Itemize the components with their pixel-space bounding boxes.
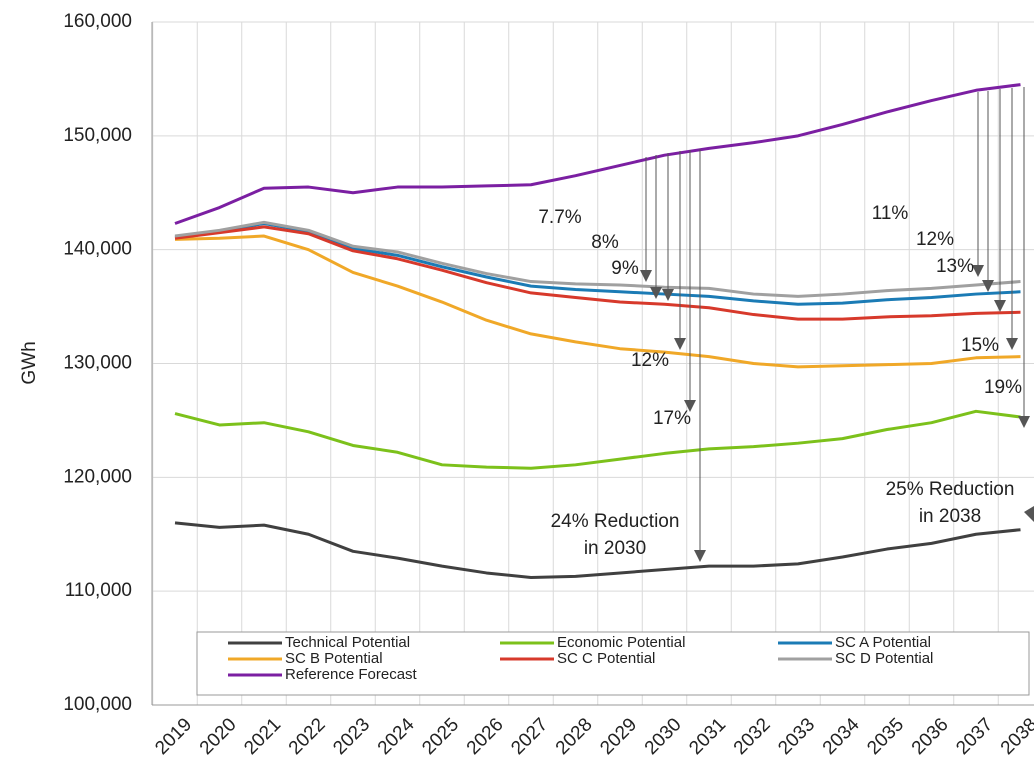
x-tick-label: 2026 <box>463 714 508 759</box>
x-tick-label: 2030 <box>641 714 686 759</box>
x-tick-label: 2025 <box>418 714 463 759</box>
annotation: 8% <box>591 232 619 253</box>
series-line <box>174 225 1021 321</box>
x-tick-label: 2019 <box>151 714 196 759</box>
arrow-head <box>674 338 686 350</box>
x-tick-label: 2020 <box>196 714 241 759</box>
arrow-head <box>1024 506 1034 522</box>
annotation: 19% <box>984 377 1022 398</box>
y-axis-label: GWh <box>19 341 40 384</box>
annotation: in 2030 <box>584 538 646 559</box>
y-tick-label: 140,000 <box>63 239 132 260</box>
y-tick-label: 160,000 <box>63 11 132 32</box>
arrow-head <box>1006 338 1018 350</box>
legend-label: SC D Potential <box>835 650 933 667</box>
y-tick-label: 130,000 <box>63 353 132 374</box>
annotation: 7.7% <box>538 207 581 228</box>
annotation: 12% <box>916 229 954 250</box>
annotation: in 2038 <box>919 506 981 527</box>
arrow-head <box>650 287 662 299</box>
y-tick-label: 110,000 <box>65 580 132 601</box>
annotation: 12% <box>631 350 669 371</box>
annotation: 11% <box>872 203 909 224</box>
x-tick-label: 2037 <box>952 714 997 759</box>
x-tick-label: 2032 <box>730 714 775 759</box>
annotation: 25% Reduction <box>886 479 1015 500</box>
legend-label: SC A Potential <box>835 634 931 651</box>
x-tick-label: 2036 <box>908 714 953 759</box>
legend-label: SC B Potential <box>285 650 383 667</box>
annotation: 24% Reduction <box>551 511 680 532</box>
x-tick-label: 2029 <box>596 714 641 759</box>
x-tick-label: 2034 <box>819 714 864 759</box>
x-tick-label: 2024 <box>374 714 419 759</box>
x-tick-label: 2021 <box>240 714 285 759</box>
arrow-head <box>982 280 994 292</box>
x-tick-label: 2028 <box>552 714 597 759</box>
y-tick-label: 150,000 <box>63 125 132 146</box>
x-tick-label: 2031 <box>685 714 730 759</box>
arrow-head <box>694 550 706 562</box>
legend <box>196 631 1030 696</box>
series-line <box>174 234 1021 369</box>
x-tick-label: 2035 <box>863 714 908 759</box>
series-line <box>174 220 1021 298</box>
legend-label: Economic Potential <box>557 634 685 651</box>
arrow-head <box>684 400 696 412</box>
series-line <box>174 83 1021 225</box>
y-tick-label: 100,000 <box>63 694 132 715</box>
arrow-head <box>640 270 652 282</box>
x-tick-label: 2023 <box>329 714 374 759</box>
x-tick-label: 2038 <box>997 714 1034 759</box>
arrow-head <box>662 289 674 301</box>
series-line <box>174 521 1021 580</box>
series-line <box>174 409 1021 470</box>
x-tick-label: 2027 <box>507 714 552 759</box>
legend-label: SC C Potential <box>557 650 655 667</box>
annotation: 17% <box>653 408 691 429</box>
annotation: 15% <box>961 335 999 356</box>
arrow-head <box>1018 416 1030 428</box>
x-tick-label: 2022 <box>285 714 330 759</box>
arrow-head <box>972 265 984 277</box>
annotation: 9% <box>611 258 639 279</box>
legend-label: Technical Potential <box>285 634 410 651</box>
legend-label: Reference Forecast <box>285 666 418 683</box>
y-tick-label: 120,000 <box>63 466 132 487</box>
x-tick-label: 2033 <box>774 714 819 759</box>
arrow-head <box>994 300 1006 312</box>
annotation: 13% <box>936 256 974 277</box>
